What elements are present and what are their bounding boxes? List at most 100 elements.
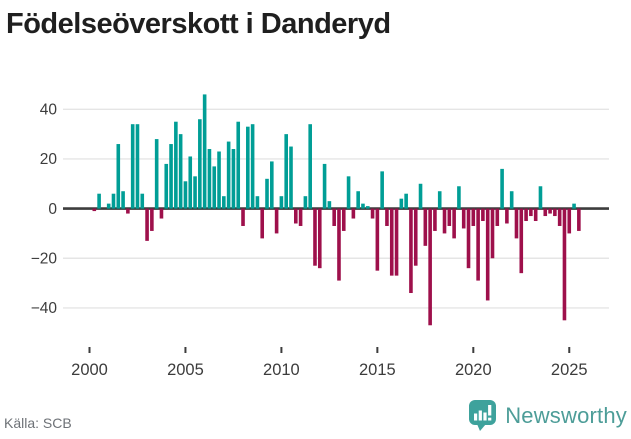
bar-2010Q4 <box>294 208 298 224</box>
bar-2008Q2 <box>246 126 250 209</box>
bar-2022Q3 <box>519 208 524 274</box>
bar-2011Q4 <box>313 208 317 266</box>
bar-2023Q3 <box>538 186 543 209</box>
bar-2017Q2 <box>418 183 423 209</box>
bar-2021Q3 <box>500 168 504 209</box>
bar-2013Q4 <box>351 208 356 219</box>
bar-2015Q4 <box>389 208 394 276</box>
bar-2004Q4 <box>178 134 183 209</box>
bar-2005Q3 <box>193 176 197 209</box>
bar-2024Q1 <box>548 208 552 214</box>
y-axis-label: 0 <box>48 201 57 218</box>
bar-2012Q3 <box>327 201 332 209</box>
y-axis-label: 20 <box>40 151 58 168</box>
x-axis-label: 2010 <box>263 361 300 379</box>
bar-2022Q4 <box>524 208 528 222</box>
bar-2015Q3 <box>385 208 389 226</box>
bar-2007Q1 <box>222 196 226 209</box>
y-axis-label: 40 <box>40 102 58 119</box>
y-axis-label: −20 <box>31 251 58 268</box>
y-axis-label: −40 <box>31 300 58 317</box>
bar-2015Q2 <box>380 171 384 209</box>
bar-2006Q4 <box>217 151 221 209</box>
bar-2009Q2 <box>265 178 269 209</box>
bar-2004Q2 <box>169 144 173 209</box>
bar-2010Q2 <box>284 134 288 209</box>
bar-2013Q3 <box>346 176 351 209</box>
bar-2012Q1 <box>317 208 322 269</box>
bar-2025Q1 <box>567 208 572 234</box>
newsworthy-logo[interactable]: Newsworthy <box>468 399 627 432</box>
bar-2005Q4 <box>198 119 202 209</box>
bar-2003Q1 <box>145 208 149 241</box>
bar-2013Q1 <box>337 208 341 281</box>
bar-2021Q4 <box>505 208 509 224</box>
bar-2001Q3 <box>116 144 121 209</box>
bar-2022Q1 <box>509 191 514 209</box>
bar-2021Q1 <box>490 208 495 259</box>
bar-2010Q1 <box>279 196 284 209</box>
bar-2020Q2 <box>476 208 480 281</box>
bar-2018Q2 <box>437 191 442 209</box>
bar-2011Q3 <box>308 124 312 209</box>
bar-2001Q1 <box>106 203 111 209</box>
bar-2004Q1 <box>164 163 169 209</box>
bar-2009Q4 <box>274 208 279 234</box>
bar-2018Q3 <box>442 208 447 234</box>
bar-2003Q3 <box>154 139 159 209</box>
chart-svg: 40 20 0 −20 −40 2000 2005 2010 2015 2020 2025 <box>31 94 609 379</box>
bar-2005Q2 <box>188 156 193 209</box>
bar-2005Q1 <box>183 181 188 209</box>
bar-2008Q1 <box>241 208 245 226</box>
x-axis-label: 2020 <box>455 361 492 379</box>
bar-2012Q2 <box>322 163 327 209</box>
bar-2016Q3 <box>404 193 408 209</box>
newsworthy-wordmark: Newsworthy <box>505 402 627 428</box>
bar-2016Q1 <box>394 208 399 276</box>
chart-area: 40 20 0 −20 −40 2000 2005 2010 2015 2020 2025 <box>0 60 631 400</box>
bar-2017Q4 <box>428 208 432 326</box>
bar-2006Q3 <box>212 166 217 209</box>
bar-2023Q2 <box>533 208 538 222</box>
bar-2024Q4 <box>562 208 567 321</box>
source-label: Källa: SCB <box>4 415 72 431</box>
bar-2008Q3 <box>250 124 255 209</box>
bar-2024Q3 <box>557 208 562 226</box>
bar-2019Q4 <box>466 208 471 269</box>
bar-2018Q4 <box>447 208 452 226</box>
bar-2010Q3 <box>289 146 293 209</box>
bar-2025Q2 <box>572 203 576 209</box>
bar-2020Q1 <box>471 208 476 226</box>
bar-2014Q1 <box>356 191 360 209</box>
bar-2002Q1 <box>126 208 130 214</box>
bar-2002Q3 <box>135 124 140 209</box>
bar-2014Q3 <box>365 206 370 209</box>
bar-2009Q1 <box>260 208 265 239</box>
bar-2015Q1 <box>375 208 380 271</box>
bar-2002Q2 <box>130 124 135 209</box>
bar-2017Q1 <box>413 208 418 266</box>
x-axis-label: 2025 <box>551 361 588 379</box>
bar-2017Q3 <box>423 208 428 246</box>
bar-2019Q3 <box>461 208 466 229</box>
bar-2024Q2 <box>553 208 557 217</box>
bar-2020Q4 <box>485 208 490 301</box>
bar-2003Q2 <box>150 208 154 231</box>
bar-2025Q3 <box>577 208 581 231</box>
x-axis-label: 2000 <box>71 361 108 379</box>
bar-2019Q2 <box>457 186 461 209</box>
bar-2012Q4 <box>332 208 336 226</box>
bar-2006Q2 <box>207 149 212 209</box>
x-axis-label: 2015 <box>359 361 396 379</box>
bar-2022Q2 <box>514 208 519 239</box>
bar-2014Q4 <box>370 208 375 219</box>
bar-2004Q3 <box>174 121 178 209</box>
bar-2019Q1 <box>452 208 456 239</box>
newsworthy-bubble-icon <box>469 400 497 431</box>
bar-2002Q4 <box>140 193 145 209</box>
bar-2011Q2 <box>303 196 308 209</box>
page-title: Födelseöverskott i Danderyd <box>6 8 391 40</box>
bar-2016Q2 <box>399 198 404 209</box>
bar-2003Q4 <box>159 208 164 219</box>
bar-2023Q1 <box>529 208 533 217</box>
